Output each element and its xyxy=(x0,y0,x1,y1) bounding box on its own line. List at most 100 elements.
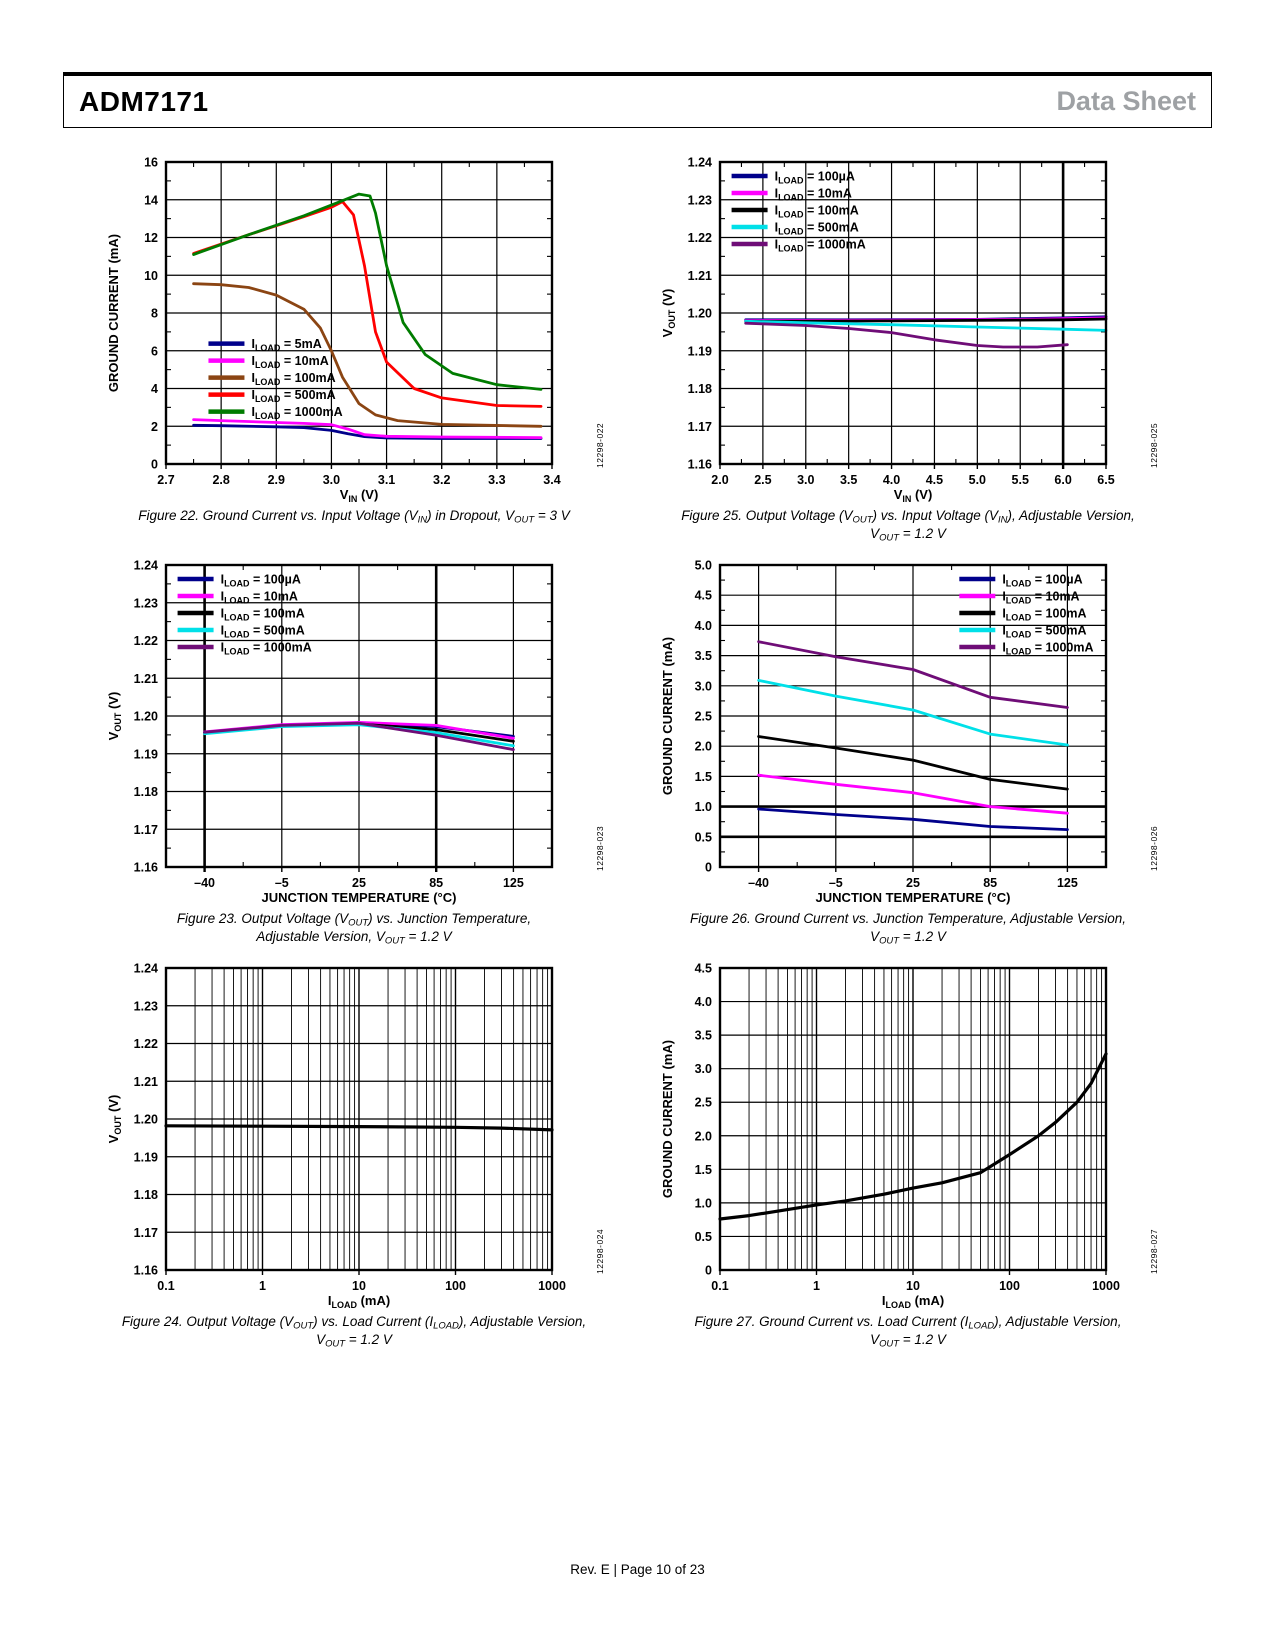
svg-text:0.5: 0.5 xyxy=(694,1230,711,1244)
doc-type-label: Data Sheet xyxy=(1056,86,1196,116)
series-2 xyxy=(191,282,542,428)
figure-24: 0.1 1 10 100 1000 1.16 1.17 1.18 1.19 1.20 1.21 1.2… xyxy=(80,958,628,1349)
svg-text:4.0: 4.0 xyxy=(882,473,899,487)
svg-text:3.4: 3.4 xyxy=(543,473,560,487)
svg-text:ILOAD = 10mA: ILOAD = 10mA xyxy=(220,590,297,606)
svg-text:85: 85 xyxy=(429,876,443,890)
svg-text:1000: 1000 xyxy=(538,1279,566,1293)
figure-24-chart: 0.1 1 10 100 1000 1.16 1.17 1.18 1.19 1.20 1.21 1.2… xyxy=(102,958,607,1311)
product-title: ADM7171 xyxy=(79,85,209,117)
figure-25-chart: 2.0 2.5 3.0 3.5 4.0 4.5 5.0 5.5 6.0 6.5 1.16 1.17 1.… xyxy=(656,152,1161,505)
figure-22: 2.7 2.8 2.9 3.0 3.1 3.2 3.3 3.4 0 2 4 6 8 10 12 14 16 VIN… xyxy=(80,152,628,543)
svg-text:1000: 1000 xyxy=(1092,1279,1120,1293)
svg-text:2.0: 2.0 xyxy=(711,473,728,487)
figure-23-chart: –40 –5 25 85 125 1.16 1.17 1.18 1.19 1.20 1.21 1.22… xyxy=(102,555,607,907)
svg-text:1.23: 1.23 xyxy=(687,193,711,207)
series-0 xyxy=(717,1052,1108,1221)
grid xyxy=(165,968,552,1270)
svg-text:ILOAD = 5mA: ILOAD = 5mA xyxy=(251,337,321,353)
svg-text:ILOAD = 100mA: ILOAD = 100mA xyxy=(1002,607,1086,623)
svg-text:6.0: 6.0 xyxy=(1054,473,1071,487)
figure-id-label: 12298-023 xyxy=(595,826,605,871)
figure-26: –40 –5 25 85 125 0 0.5 1.0 1.5 2.0 2.5 3.0 3.5 4.0 4.5… xyxy=(634,555,1182,946)
svg-text:1.0: 1.0 xyxy=(694,1196,711,1210)
svg-text:3.5: 3.5 xyxy=(694,1029,711,1043)
svg-text:10: 10 xyxy=(144,269,158,283)
svg-text:ILOAD = 1000mA: ILOAD = 1000mA xyxy=(774,238,865,254)
svg-text:16: 16 xyxy=(144,156,158,170)
figure-id-label: 12298-024 xyxy=(595,1229,605,1274)
svg-text:ILOAD = 100µA: ILOAD = 100µA xyxy=(1002,573,1082,589)
svg-text:2.7: 2.7 xyxy=(157,473,174,487)
x-axis-title: VIN (V) xyxy=(339,487,378,504)
svg-text:12: 12 xyxy=(144,231,158,245)
svg-text:4.5: 4.5 xyxy=(694,962,711,976)
series-4 xyxy=(191,192,542,391)
series-4 xyxy=(743,321,1069,349)
figure-27: 0.1 1 10 100 1000 0 0.5 1.0 1.5 2.0 2.5 3.0 3.5 4.0 4.… xyxy=(634,958,1182,1349)
svg-text:1.17: 1.17 xyxy=(133,1226,157,1240)
figure-27-chart: 0.1 1 10 100 1000 0 0.5 1.0 1.5 2.0 2.5 3.0 3.5 4.0 4.… xyxy=(656,958,1161,1311)
svg-text:1.19: 1.19 xyxy=(133,747,157,761)
svg-text:1.20: 1.20 xyxy=(133,710,157,724)
svg-text:14: 14 xyxy=(144,193,158,207)
svg-text:1.21: 1.21 xyxy=(133,672,157,686)
svg-text:–40: –40 xyxy=(194,876,215,890)
svg-text:4.0: 4.0 xyxy=(694,619,711,633)
series-group xyxy=(163,1124,554,1132)
x-axis-title: ILOAD (mA) xyxy=(881,1293,943,1310)
figure-27-caption: Figure 27. Ground Current vs. Load Curre… xyxy=(694,1314,1122,1350)
svg-text:ILOAD = 100mA: ILOAD = 100mA xyxy=(220,607,304,623)
svg-text:3.2: 3.2 xyxy=(433,473,450,487)
svg-text:1.21: 1.21 xyxy=(687,269,711,283)
svg-text:5.5: 5.5 xyxy=(1011,473,1028,487)
svg-text:1.5: 1.5 xyxy=(694,1163,711,1177)
figure-25-svg: 2.0 2.5 3.0 3.5 4.0 4.5 5.0 5.5 6.0 6.5 1.16 1.17 1.… xyxy=(660,156,1159,505)
svg-text:–40: –40 xyxy=(748,876,769,890)
figure-27-svg: 0.1 1 10 100 1000 0 0.5 1.0 1.5 2.0 2.5 3.0 3.5 4.0 4.… xyxy=(660,962,1159,1311)
grid xyxy=(165,565,552,867)
svg-text:3.0: 3.0 xyxy=(322,473,339,487)
svg-text:0: 0 xyxy=(705,861,712,875)
grid xyxy=(719,968,1106,1270)
svg-text:1.22: 1.22 xyxy=(133,634,157,648)
svg-text:3.0: 3.0 xyxy=(797,473,814,487)
svg-text:2.5: 2.5 xyxy=(694,1096,711,1110)
svg-text:0: 0 xyxy=(151,458,158,472)
header: ADM7171 Data Sheet xyxy=(63,72,1212,128)
svg-text:1.23: 1.23 xyxy=(133,999,157,1013)
axis-labels: 2.7 2.8 2.9 3.0 3.1 3.2 3.3 3.4 0 2 4 6 8 10 12 14 16 xyxy=(144,156,561,488)
series-4 xyxy=(202,721,515,752)
svg-text:1: 1 xyxy=(813,1279,820,1293)
svg-text:ILOAD = 10mA: ILOAD = 10mA xyxy=(1002,590,1079,606)
figure-22-chart: 2.7 2.8 2.9 3.0 3.1 3.2 3.3 3.4 0 2 4 6 8 10 12 14 16 VIN… xyxy=(102,152,607,505)
x-axis-title: ILOAD (mA) xyxy=(327,1293,389,1310)
svg-text:5.0: 5.0 xyxy=(968,473,985,487)
figure-26-chart: –40 –5 25 85 125 0 0.5 1.0 1.5 2.0 2.5 3.0 3.5 4.0 4.5… xyxy=(656,555,1161,907)
grid xyxy=(719,162,1106,464)
svg-text:2: 2 xyxy=(151,420,158,434)
svg-text:25: 25 xyxy=(906,876,920,890)
svg-text:1.0: 1.0 xyxy=(694,800,711,814)
figure-23: –40 –5 25 85 125 1.16 1.17 1.18 1.19 1.20 1.21 1.22… xyxy=(80,555,628,946)
series-1 xyxy=(756,773,1069,815)
svg-text:85: 85 xyxy=(983,876,997,890)
svg-text:1.24: 1.24 xyxy=(133,559,157,573)
figure-id-label: 12298-026 xyxy=(1149,826,1159,871)
svg-text:1.24: 1.24 xyxy=(687,156,711,170)
svg-text:2.0: 2.0 xyxy=(694,740,711,754)
y-axis-title: VOUT (V) xyxy=(106,1095,123,1144)
svg-text:2.8: 2.8 xyxy=(212,473,229,487)
svg-text:100: 100 xyxy=(999,1279,1020,1293)
svg-text:1.20: 1.20 xyxy=(133,1113,157,1127)
svg-text:1.17: 1.17 xyxy=(687,420,711,434)
figure-23-caption: Figure 23. Output Voltage (VOUT) vs. Jun… xyxy=(176,911,532,947)
svg-text:1.17: 1.17 xyxy=(133,823,157,837)
x-axis-title: VIN (V) xyxy=(893,487,932,504)
svg-text:ILOAD = 10mA: ILOAD = 10mA xyxy=(774,187,851,203)
svg-text:1.16: 1.16 xyxy=(133,1264,157,1278)
axis-labels: 0.1 1 10 100 1000 1.16 1.17 1.18 1.19 1.20 1.21 1.2… xyxy=(133,962,565,1294)
series-1 xyxy=(191,418,542,440)
